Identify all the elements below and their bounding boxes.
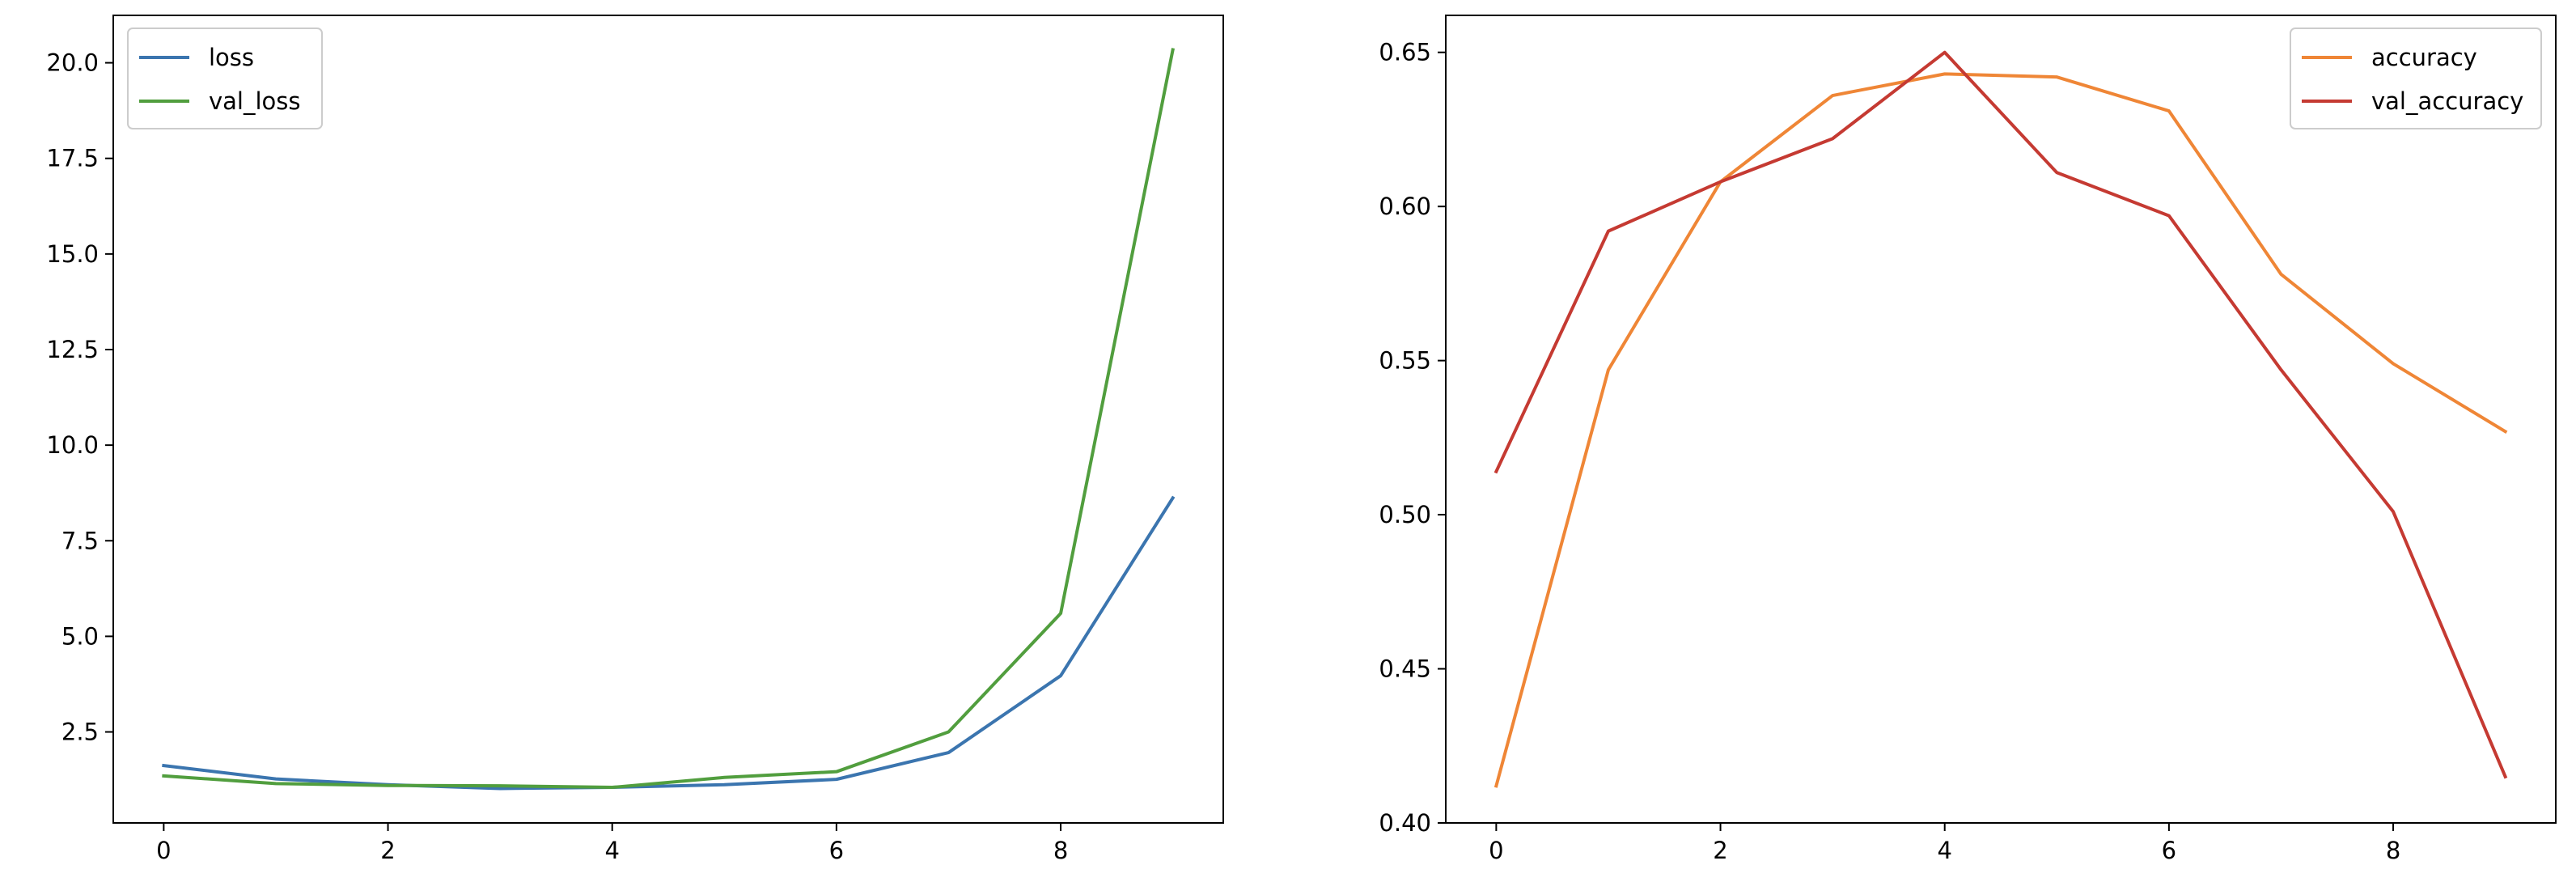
legend-box xyxy=(2290,28,2542,129)
x-tick-label: 0 xyxy=(1489,837,1503,864)
series-line-val_accuracy xyxy=(1493,50,2508,779)
x-tick-label: 8 xyxy=(1053,837,1068,864)
y-tick-label: 0.60 xyxy=(1379,193,1431,220)
legend-label-val_loss: val_loss xyxy=(209,87,301,115)
axes-frame xyxy=(1445,15,2557,824)
loss-chart: 0 2 4 6 8 2.5 5.0 7.5 10.0 12.5 15.0 17.5 20.0 loss va… xyxy=(46,15,1224,864)
legend: loss val_loss xyxy=(127,28,323,129)
legend: accuracy val_accuracy xyxy=(2290,28,2542,129)
y-tick-label: 2.5 xyxy=(61,719,99,746)
y-tick-label: 0.45 xyxy=(1379,655,1431,683)
legend-label-val_accuracy: val_accuracy xyxy=(2371,87,2523,115)
y-tick-label: 0.40 xyxy=(1379,809,1431,837)
y-tick-label: 10.0 xyxy=(46,431,99,459)
x-tick-label: 2 xyxy=(1713,837,1727,864)
series-line-loss xyxy=(162,495,1176,791)
series-line-val_loss xyxy=(162,48,1175,790)
x-tick-label: 6 xyxy=(829,837,844,864)
y-tick-label: 0.50 xyxy=(1379,501,1431,528)
x-tick-label: 0 xyxy=(156,837,171,864)
y-tick-label: 12.5 xyxy=(46,336,99,363)
x-tick-label: 2 xyxy=(380,837,395,864)
legend-box xyxy=(127,28,323,129)
y-tick-label: 7.5 xyxy=(61,527,99,554)
x-tick-label: 6 xyxy=(2162,837,2176,864)
y-tick-label: 0.55 xyxy=(1379,347,1431,375)
y-tick-label: 17.5 xyxy=(46,145,99,172)
y-tick-label: 0.65 xyxy=(1379,39,1431,66)
series-line-accuracy xyxy=(1493,72,2508,788)
legend-label-loss: loss xyxy=(209,44,254,71)
accuracy-chart: 0 2 4 6 8 0.40 0.45 0.50 0.55 0.60 0.65 accuracy val… xyxy=(1379,15,2557,864)
x-tick-label: 8 xyxy=(2386,837,2400,864)
x-tick-label: 4 xyxy=(1937,837,1951,864)
y-tick-label: 15.0 xyxy=(46,240,99,268)
x-tick-label: 4 xyxy=(604,837,619,864)
legend-label-accuracy: accuracy xyxy=(2371,44,2477,71)
axes-frame xyxy=(112,15,1224,824)
y-tick-label: 5.0 xyxy=(61,622,99,650)
y-tick-label: 20.0 xyxy=(46,49,99,77)
